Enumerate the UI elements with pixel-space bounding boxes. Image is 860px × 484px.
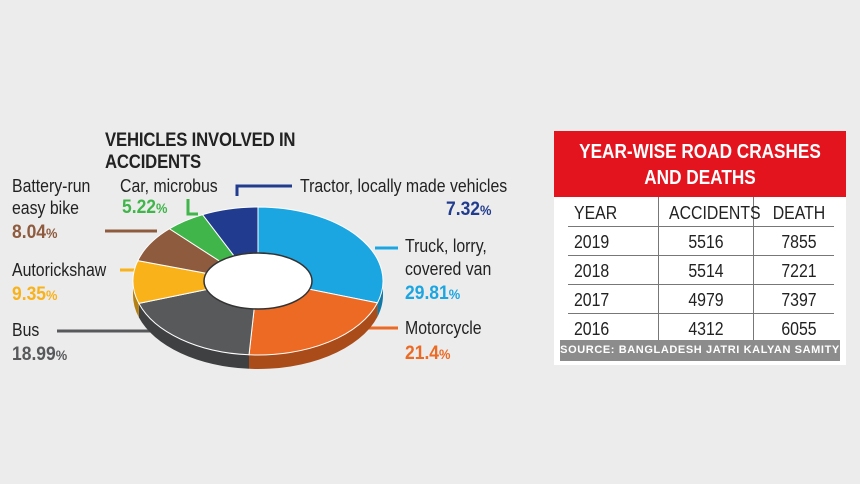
- cell-accidents: 5516: [688, 232, 724, 252]
- cell-year: 2016: [574, 319, 610, 339]
- source-note: SOURCE: BANGLADESH JATRI KALYAN SAMITY: [560, 340, 840, 361]
- table-rule: [568, 284, 834, 285]
- cell-death: 7397: [781, 290, 817, 310]
- cell-year: 2019: [574, 232, 610, 252]
- slice-side-1: [249, 302, 378, 370]
- table-rule: [568, 313, 834, 314]
- label-car: Car, microbus: [120, 176, 218, 196]
- cell-year: 2018: [574, 261, 610, 281]
- slice-side-3: [133, 281, 139, 318]
- donut-slices: [132, 206, 384, 356]
- label-battery-line1: Battery-run: [12, 176, 91, 196]
- leader-tractor: [235, 184, 292, 196]
- label-tractor: Tractor, locally made vehicles: [300, 176, 508, 196]
- col-accidents: ACCIDENTS: [669, 203, 761, 223]
- table-divider-2: [753, 197, 754, 341]
- label-truck-line1: Truck, lorry,: [405, 236, 487, 256]
- slice-side-2: [138, 303, 250, 369]
- donut-hole: [203, 252, 313, 310]
- table-title-line2: AND DEATHS: [644, 167, 756, 189]
- table-rule: [568, 226, 834, 227]
- chart-title: VEHICLES INVOLVED IN ACCIDENTS: [105, 130, 296, 173]
- slice-side-0: [377, 281, 383, 317]
- cell-year: 2017: [574, 290, 610, 310]
- cell-death: 7221: [781, 261, 817, 281]
- pct-tractor: 7.32%: [446, 199, 492, 220]
- label-motorcycle: Motorcycle: [405, 318, 482, 338]
- leader-car: [186, 199, 198, 216]
- pct-bus: 18.99%: [12, 344, 68, 365]
- table-divider-1: [658, 197, 659, 341]
- table-row: 2019 5516 7855: [554, 227, 846, 255]
- donut-depth: [133, 281, 383, 370]
- pct-truck: 29.81%: [405, 283, 461, 304]
- cell-accidents: 4312: [688, 319, 724, 339]
- label-autorickshaw: Autorickshaw: [12, 260, 107, 280]
- table-title-line1: YEAR-WISE ROAD CRASHES: [579, 141, 821, 163]
- col-death: DEATH: [772, 203, 826, 223]
- table-header-row: YEAR ACCIDENTS DEATH: [554, 198, 846, 226]
- table-row: 2018 5514 7221: [554, 256, 846, 284]
- label-truck-line2: covered van: [405, 259, 492, 279]
- pct-motorcycle: 21.4%: [405, 343, 451, 364]
- table-row: 2017 4979 7397: [554, 285, 846, 313]
- pct-battery: 8.04%: [12, 222, 58, 243]
- cell-death: 7855: [781, 232, 817, 252]
- cell-accidents: 4979: [688, 290, 724, 310]
- cell-accidents: 5514: [688, 261, 724, 281]
- crash-table: YEAR-WISE ROAD CRASHES AND DEATHS YEAR A…: [554, 131, 846, 365]
- table-rule: [568, 255, 834, 256]
- col-year: YEAR: [574, 203, 618, 223]
- label-battery-line2: easy bike: [12, 198, 79, 218]
- cell-death: 6055: [781, 319, 817, 339]
- pct-autorickshaw: 9.35%: [12, 284, 58, 305]
- label-bus: Bus: [12, 320, 40, 340]
- pct-car: 5.22%: [122, 197, 168, 218]
- table-header: YEAR-WISE ROAD CRASHES AND DEATHS: [554, 131, 846, 197]
- table-row: 2016 4312 6055: [554, 314, 846, 342]
